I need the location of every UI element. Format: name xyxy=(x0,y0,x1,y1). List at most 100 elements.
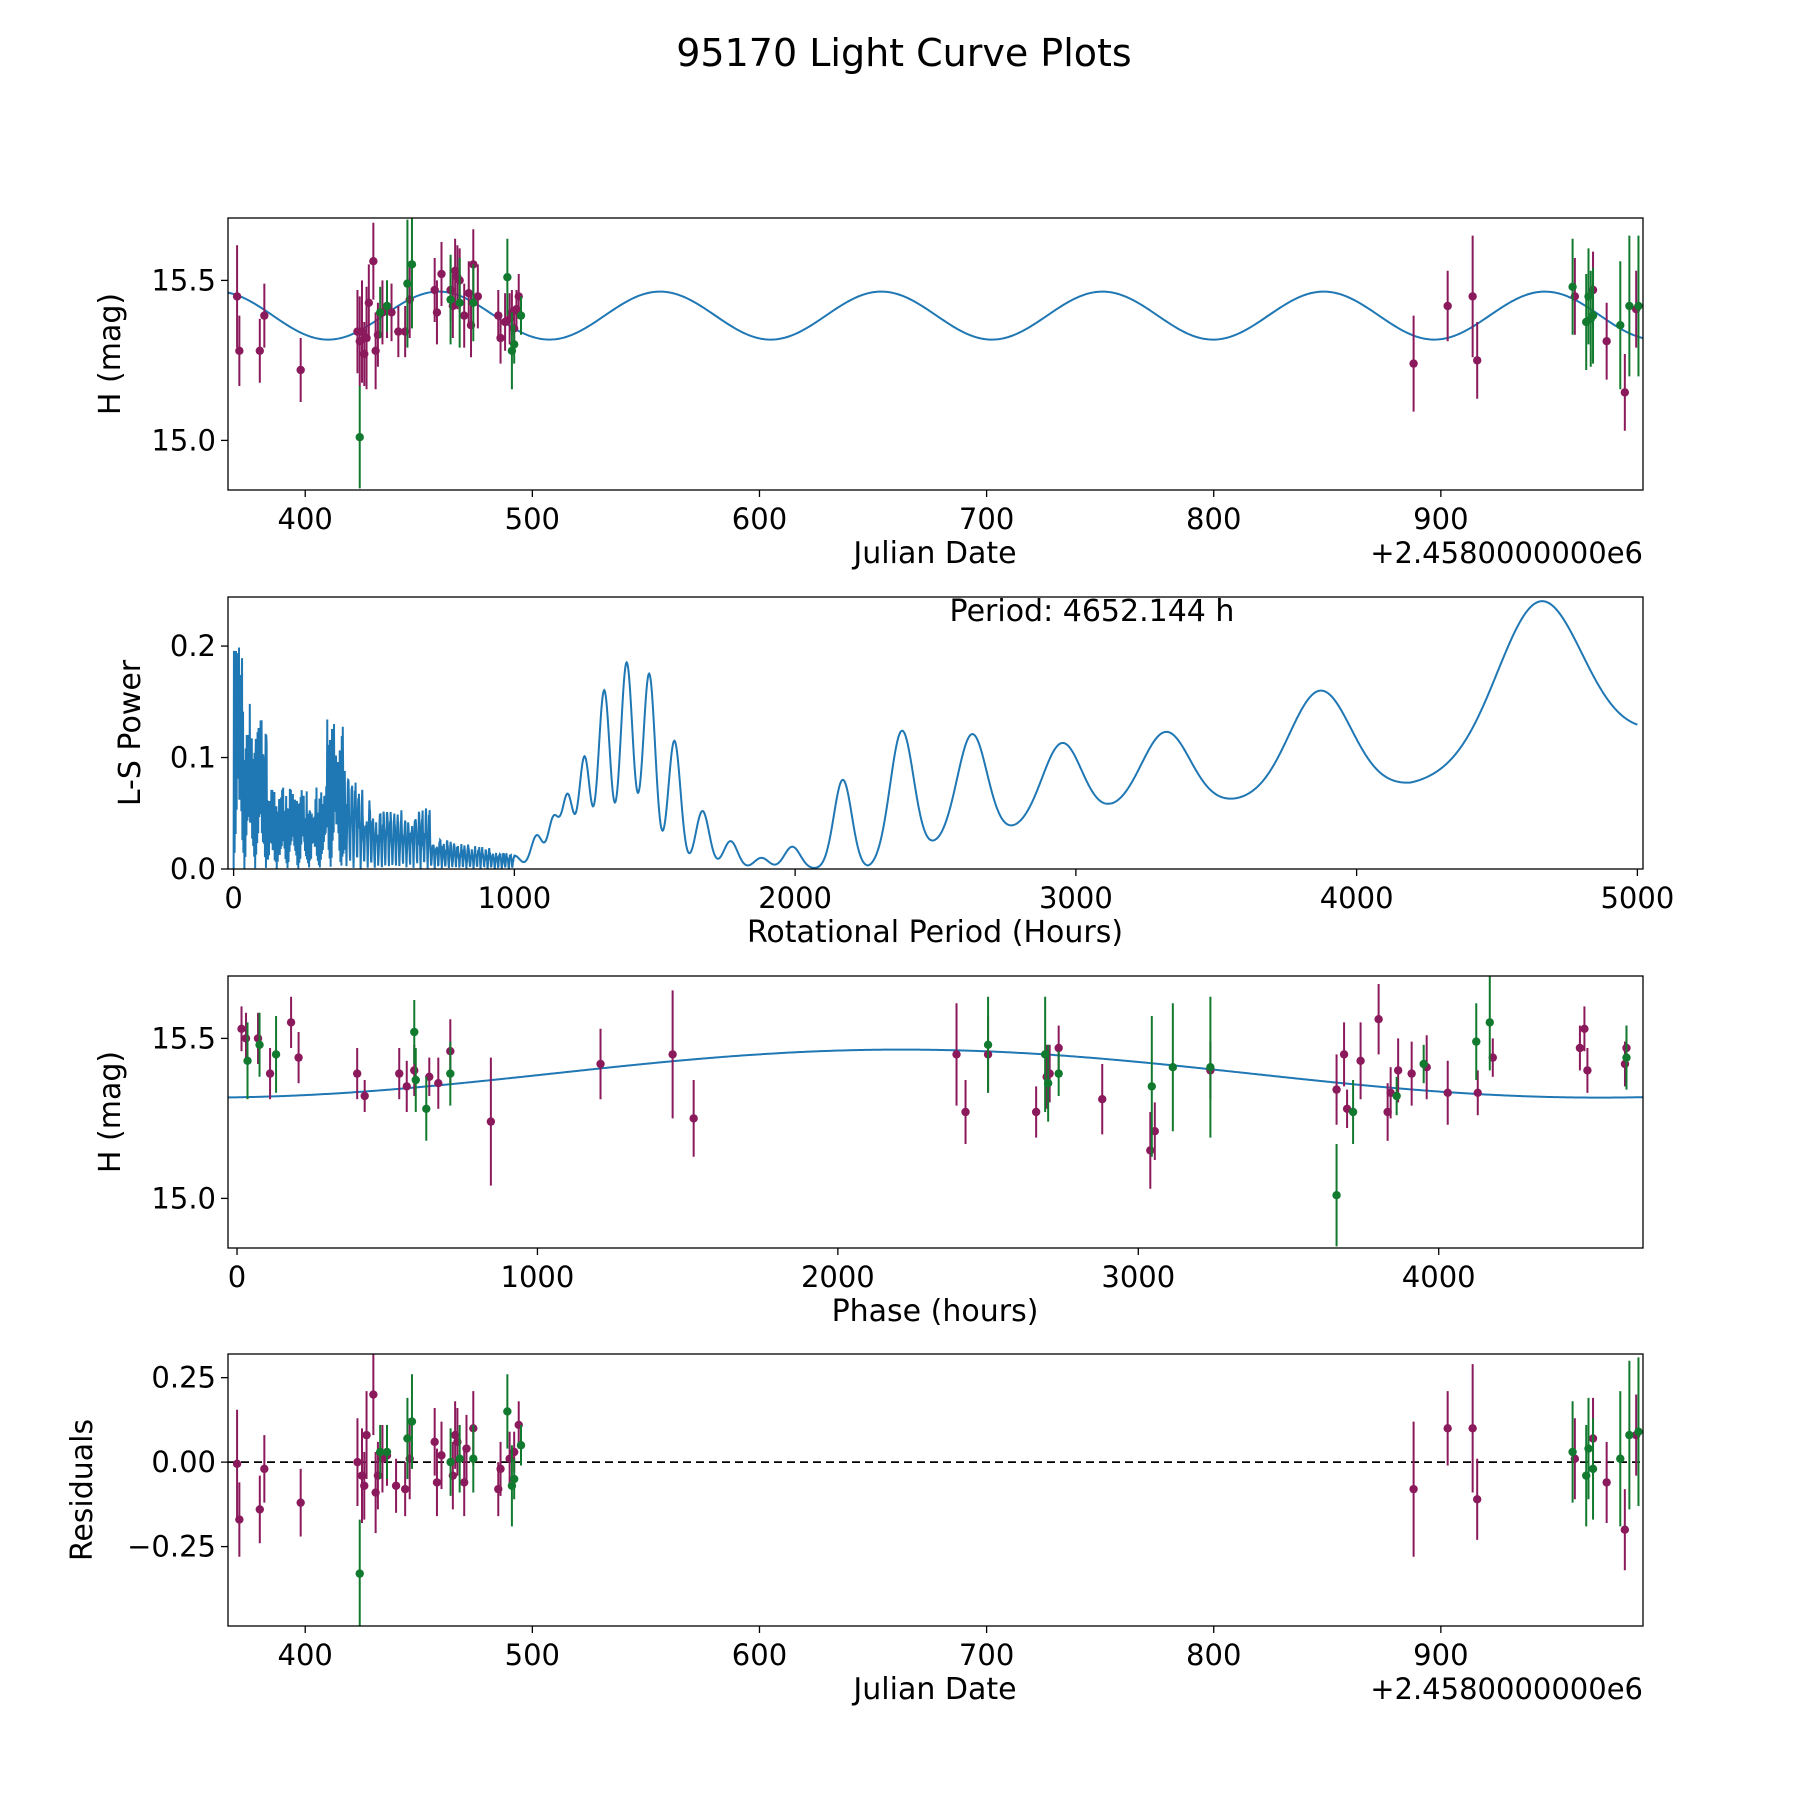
residuals-y-axis-label: Residuals xyxy=(65,1419,100,1561)
x-tick-label: 3000 xyxy=(1101,1260,1175,1294)
data-point xyxy=(410,1066,419,1075)
data-point xyxy=(1147,1082,1157,1091)
data-point xyxy=(241,1034,251,1043)
periodogram-panel: 0 1000 2000 3000 4000 5000 0.0 0.1 0.2 Rotational… xyxy=(113,594,1674,950)
period-annotation: Period: 4652.144 h xyxy=(950,594,1235,629)
x-tick-label: 700 xyxy=(959,1638,1014,1672)
data-point xyxy=(407,260,417,269)
data-point xyxy=(402,1082,411,1091)
data-point xyxy=(387,308,396,317)
data-point xyxy=(496,1464,505,1474)
data-point xyxy=(437,269,446,279)
data-point xyxy=(353,1457,362,1467)
x-tick-label: 4000 xyxy=(1402,1260,1476,1294)
data-point xyxy=(235,1515,244,1524)
data-point xyxy=(516,311,526,320)
data-point xyxy=(1393,1066,1403,1075)
lightcurve-axes-frame xyxy=(227,217,1644,491)
figure-title: 95170 Light Curve Plots xyxy=(676,31,1131,75)
data-point xyxy=(1568,282,1577,291)
data-point xyxy=(469,260,478,269)
periodogram-x-axis-label: Rotational Period (Hours) xyxy=(747,915,1123,950)
data-point xyxy=(430,1437,439,1447)
data-point xyxy=(395,1069,404,1078)
lightcurve-series-band_2 xyxy=(355,218,1643,489)
lightcurve-plot-area xyxy=(228,218,1643,489)
data-point xyxy=(391,1481,401,1490)
data-point xyxy=(460,311,469,320)
y-tick-label: 15.5 xyxy=(151,263,216,297)
x-tick-label: 600 xyxy=(732,1638,787,1672)
phased-y-axis-label: H (mag) xyxy=(93,1051,128,1173)
data-point xyxy=(243,1056,252,1066)
data-point xyxy=(286,1018,296,1027)
data-point xyxy=(1146,1146,1155,1155)
data-point xyxy=(1620,1525,1630,1534)
data-point xyxy=(1622,1053,1631,1062)
data-point xyxy=(1583,1066,1592,1075)
data-point xyxy=(668,1050,677,1059)
data-point xyxy=(689,1114,698,1123)
x-tick-label: 3000 xyxy=(1039,881,1113,915)
data-point xyxy=(516,1441,526,1450)
data-point xyxy=(271,1050,281,1059)
data-point xyxy=(1443,1088,1452,1098)
data-point xyxy=(1602,1478,1611,1487)
data-point xyxy=(455,298,464,307)
data-point xyxy=(437,1451,446,1460)
data-point xyxy=(1054,1043,1063,1053)
data-point xyxy=(1616,321,1625,330)
data-point xyxy=(1443,1424,1452,1433)
data-point xyxy=(1332,1085,1341,1094)
data-point xyxy=(1031,1107,1041,1117)
data-point xyxy=(1356,1056,1365,1066)
data-point xyxy=(1054,1069,1063,1078)
data-point xyxy=(509,340,519,349)
data-point xyxy=(961,1107,970,1117)
phased-panel: 0 1000 2000 3000 4000 15.0 15.5 Phase (hours) H … xyxy=(93,975,1644,1329)
data-point xyxy=(496,333,505,343)
data-point xyxy=(486,1117,496,1126)
data-point xyxy=(382,1447,392,1457)
data-point xyxy=(375,1447,385,1457)
periodogram-power-line xyxy=(232,600,1638,869)
residuals-axes-frame xyxy=(227,1353,1644,1627)
data-point xyxy=(1098,1095,1107,1104)
x-tick-label: 400 xyxy=(278,502,333,536)
data-point xyxy=(410,1027,419,1037)
data-point xyxy=(1332,1191,1341,1200)
phased-plot-area xyxy=(228,976,1643,1247)
panels: 400 500 600 700 800 900 15.0 15.5 Julian Date H (… xyxy=(65,217,1674,1707)
data-point xyxy=(255,1040,264,1050)
x-tick-label: 800 xyxy=(1186,1638,1241,1672)
data-point xyxy=(1588,1464,1598,1474)
data-point xyxy=(369,257,378,266)
data-point xyxy=(355,1569,364,1578)
data-point xyxy=(596,1059,605,1069)
data-point xyxy=(1602,337,1611,346)
y-tick-label: 0.00 xyxy=(151,1445,216,1479)
data-point xyxy=(1443,301,1452,311)
residuals-panel: 400 500 600 700 800 900 −0.25 0.00 0.25 Julian Da… xyxy=(65,1353,1644,1707)
data-point xyxy=(382,301,392,311)
data-point xyxy=(296,1498,305,1507)
lightcurve-panel: 400 500 600 700 800 900 15.0 15.5 Julian Date H (… xyxy=(93,217,1644,571)
data-point xyxy=(473,292,483,301)
phased-axes-frame xyxy=(227,975,1644,1249)
data-point xyxy=(1634,301,1643,311)
data-point xyxy=(1348,1107,1358,1117)
data-point xyxy=(232,1459,242,1469)
x-tick-label: 0 xyxy=(224,881,242,915)
data-point xyxy=(1472,1037,1481,1046)
data-point xyxy=(296,365,305,375)
data-point xyxy=(375,308,385,317)
data-point xyxy=(1045,1069,1054,1078)
residuals-series-band_2 xyxy=(355,1357,1643,1626)
x-tick-label: 600 xyxy=(732,502,787,536)
data-point xyxy=(469,298,478,307)
x-tick-label: 500 xyxy=(505,1638,560,1672)
data-point xyxy=(237,1024,246,1034)
data-point xyxy=(509,1474,519,1484)
x-tick-label: 2000 xyxy=(758,881,832,915)
